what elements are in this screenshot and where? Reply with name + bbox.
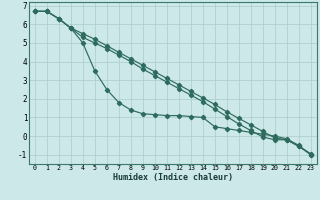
X-axis label: Humidex (Indice chaleur): Humidex (Indice chaleur) — [113, 173, 233, 182]
